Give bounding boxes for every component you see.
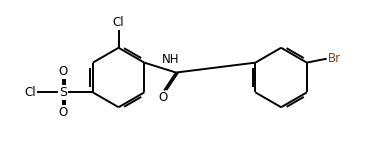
Text: Br: Br [328,52,341,65]
Text: O: O [59,106,68,119]
Text: S: S [59,86,67,99]
Text: NH: NH [162,53,180,66]
Text: Cl: Cl [25,86,36,99]
Text: O: O [59,66,68,78]
Text: O: O [158,91,168,104]
Text: Cl: Cl [113,16,124,29]
